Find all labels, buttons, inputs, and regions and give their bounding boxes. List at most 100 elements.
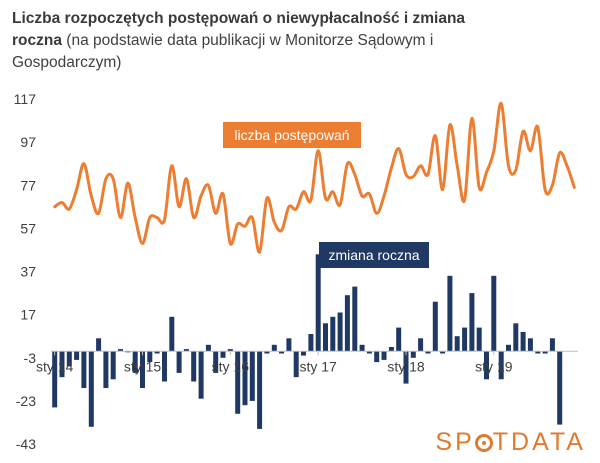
bar-zmiana-roczna (352, 286, 358, 352)
y-tick-label: -43 (16, 436, 36, 452)
bar-zmiana-roczna (527, 338, 533, 352)
bar-zmiana-roczna (286, 338, 292, 352)
bar-zmiana-roczna (396, 327, 402, 352)
bar-zmiana-roczna (169, 316, 175, 352)
chart-title: Liczba rozpoczętych postępowań o niewypł… (12, 8, 492, 74)
bar-zmiana-roczna (176, 351, 182, 373)
bar-zmiana-roczna (308, 334, 314, 352)
y-tick-label: 117 (14, 91, 37, 107)
bar-zmiana-roczna (388, 347, 394, 352)
y-tick-label: -23 (16, 393, 36, 409)
bar-zmiana-roczna (425, 351, 431, 354)
bar-zmiana-roczna (81, 351, 87, 388)
bar-zmiana-roczna (330, 316, 336, 352)
bar-zmiana-roczna (506, 344, 511, 352)
bar-zmiana-roczna (520, 331, 526, 352)
bar-zmiana-roczna (198, 351, 204, 399)
logo-text-rest: TDATA (492, 428, 586, 456)
bar-zmiana-roczna (205, 344, 211, 352)
bar-zmiana-roczna (323, 323, 328, 352)
bar-zmiana-roczna (498, 351, 504, 380)
x-tick-label: sty 19 (475, 358, 513, 374)
logo-text: SP (435, 428, 475, 456)
bar-zmiana-roczna (235, 351, 241, 414)
series-label-box (223, 122, 361, 148)
bar-zmiana-roczna (220, 351, 226, 358)
bar-zmiana-roczna (469, 293, 475, 352)
bar-zmiana-roczna (535, 351, 541, 354)
x-tick-label: sty 14 (36, 358, 74, 374)
bar-zmiana-roczna (132, 351, 138, 373)
x-tick-label: sty 17 (299, 358, 337, 374)
bar-zmiana-roczna (227, 349, 233, 352)
chart-title-note: (na podstawie data publikacji w Monitorz… (12, 32, 434, 71)
bar-zmiana-roczna (447, 275, 453, 352)
bar-zmiana-roczna (542, 351, 548, 354)
bar-zmiana-roczna (491, 275, 497, 352)
bar-zmiana-roczna (432, 301, 438, 352)
bar-zmiana-roczna (403, 351, 409, 384)
y-tick-label: 37 (20, 264, 36, 280)
bar-zmiana-roczna (366, 351, 372, 354)
bar-zmiana-roczna (154, 351, 160, 354)
y-axis: 117 97 77 57 37 17 -3 -23 -43 (14, 91, 37, 452)
bar-zmiana-roczna (162, 351, 167, 382)
bars-group (52, 254, 563, 429)
y-tick-label: 97 (20, 134, 36, 150)
y-tick-label: 57 (20, 220, 36, 236)
series-line-liczba-postepowan (53, 101, 576, 254)
x-tick-label: sty 16 (212, 358, 250, 374)
bar-zmiana-roczna (183, 349, 189, 352)
bar-zmiana-roczna (549, 338, 555, 352)
bar-zmiana-roczna (96, 338, 102, 352)
bar-zmiana-roczna (213, 351, 219, 373)
spotdata-logo: SP TDATA (435, 428, 586, 457)
bar-zmiana-roczna (249, 351, 255, 401)
bar-zmiana-roczna (118, 349, 123, 352)
bar-zmiana-roczna (66, 351, 72, 367)
bar-zmiana-roczna (440, 351, 446, 354)
y-tick-label: 77 (20, 177, 36, 193)
bar-zmiana-roczna (293, 351, 299, 378)
bar-zmiana-roczna (147, 351, 153, 363)
bar-zmiana-roczna (359, 344, 365, 352)
bar-zmiana-roczna (484, 351, 489, 380)
bar-zmiana-roczna (88, 351, 94, 427)
x-axis: sty 14 sty 15 sty 16 sty 17 sty 18 sty 19 (36, 351, 513, 374)
bar-zmiana-roczna (74, 351, 80, 360)
bar-zmiana-roczna (557, 351, 563, 425)
bar-zmiana-roczna (271, 344, 277, 352)
bar-zmiana-roczna (418, 338, 424, 352)
bar-zmiana-roczna (191, 351, 197, 382)
bar-zmiana-roczna (315, 254, 321, 352)
chart-title-bold: Liczba rozpoczętych postępowań o niewypł… (12, 10, 466, 49)
bar-zmiana-roczna (242, 351, 248, 406)
bar-zmiana-roczna (125, 351, 131, 353)
x-tick-label: sty 18 (387, 358, 425, 374)
bar-zmiana-roczna (337, 312, 343, 352)
bar-zmiana-roczna (344, 295, 350, 352)
bar-zmiana-roczna (279, 351, 285, 354)
series-label-box (319, 242, 429, 268)
bar-zmiana-roczna (513, 323, 519, 352)
series-label-text: zmiana roczna (328, 247, 419, 263)
bar-zmiana-roczna (454, 336, 460, 352)
series-labels: liczba postępowań zmiana roczna (223, 122, 429, 268)
y-tick-label: -3 (24, 350, 37, 366)
bar-zmiana-roczna (374, 351, 380, 363)
bar-zmiana-roczna (476, 327, 482, 352)
bar-zmiana-roczna (59, 351, 65, 378)
logo-o-icon (474, 434, 493, 452)
bar-zmiana-roczna (110, 351, 116, 380)
bar-zmiana-roczna (257, 351, 263, 429)
bar-zmiana-roczna (462, 327, 468, 352)
series-label-text: liczba postępowań (234, 127, 349, 143)
bar-zmiana-roczna (410, 351, 416, 358)
y-tick-label: 17 (20, 307, 36, 323)
x-tick-label: sty 15 (124, 358, 162, 374)
bar-zmiana-roczna (301, 351, 306, 356)
bar-zmiana-roczna (264, 351, 270, 354)
bar-zmiana-roczna (140, 351, 145, 388)
bar-zmiana-roczna (381, 351, 387, 360)
